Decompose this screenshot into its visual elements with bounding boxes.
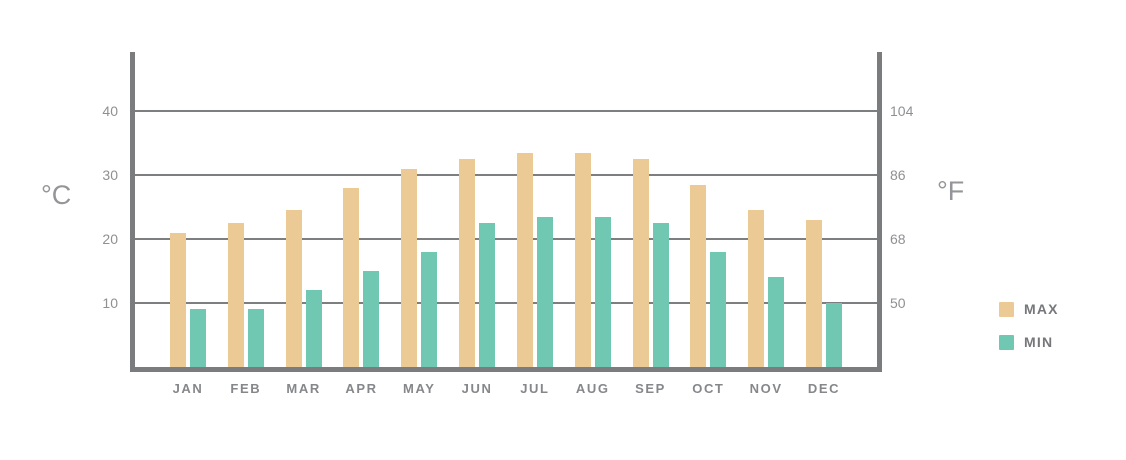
bar-min-sep <box>652 223 669 367</box>
x-axis-label-apr: APR <box>345 381 378 396</box>
x-axis-label-jan: JAN <box>172 381 204 396</box>
bar-min-jan <box>190 309 206 367</box>
celsius-tick-label: 30 <box>102 167 118 183</box>
legend-label: MIN <box>1024 334 1054 350</box>
bar-min-dec <box>826 303 842 367</box>
fahrenheit-unit-label: °F <box>937 176 965 206</box>
legend: MAX MIN <box>999 301 1059 367</box>
gridline <box>135 238 877 240</box>
legend-swatch-max <box>999 301 1014 317</box>
x-axis-label-dec: DEC <box>807 381 841 396</box>
bar-max-apr <box>343 187 360 367</box>
bar-min-mar <box>305 290 322 367</box>
bar-min-jun <box>479 223 496 367</box>
bar-min-may <box>421 251 438 367</box>
celsius-unit-label: °C <box>41 180 72 210</box>
gridline <box>135 110 877 112</box>
bar-min-apr <box>363 271 380 367</box>
bar-max-mar <box>285 210 302 367</box>
x-axis-label-may: MAY <box>403 381 436 396</box>
celsius-tick-label: 10 <box>102 295 118 311</box>
fahrenheit-tick-label: 86 <box>890 167 906 183</box>
bar-max-aug <box>574 152 591 367</box>
bar-min-jul <box>536 216 553 367</box>
bar-min-oct <box>710 251 727 367</box>
bar-min-aug <box>594 216 611 367</box>
fahrenheit-tick-label: 104 <box>890 103 914 119</box>
bar-max-dec <box>806 219 822 367</box>
x-axis-label-jul: JUL <box>520 381 550 396</box>
bar-max-jun <box>459 159 476 367</box>
bar-min-feb <box>247 309 264 367</box>
x-axis-label-aug: AUG <box>575 381 610 396</box>
bar-max-oct <box>690 184 707 367</box>
legend-item-min: MIN <box>999 334 1059 350</box>
bar-min-nov <box>768 277 785 367</box>
x-axis-label-mar: MAR <box>286 381 321 396</box>
bar-max-jul <box>516 152 533 367</box>
celsius-tick-label: 20 <box>102 231 118 247</box>
x-axis-label-sep: SEP <box>635 381 666 396</box>
gridline <box>135 302 877 304</box>
legend-item-max: MAX <box>999 301 1059 317</box>
legend-label: MAX <box>1024 301 1059 317</box>
bar-max-sep <box>632 159 649 367</box>
x-axis-label-feb: FEB <box>230 381 262 396</box>
fahrenheit-tick-label: 68 <box>890 231 906 247</box>
bar-max-may <box>401 168 418 367</box>
x-axis-label-jun: JUN <box>461 381 493 396</box>
x-axis-label-oct: OCT <box>692 381 725 396</box>
x-axis-label-nov: NOV <box>749 381 783 396</box>
legend-swatch-min <box>999 334 1014 350</box>
celsius-tick-label: 40 <box>102 103 118 119</box>
bar-max-nov <box>748 210 765 367</box>
plot-area: JAN FEB MAR APR MAY JUN JUL AUG SEP OCT NOV DEC <box>130 52 882 396</box>
fahrenheit-tick-label: 50 <box>890 295 906 311</box>
gridline <box>135 174 877 176</box>
bar-max-feb <box>227 223 244 367</box>
bar-max-jan <box>170 232 186 367</box>
